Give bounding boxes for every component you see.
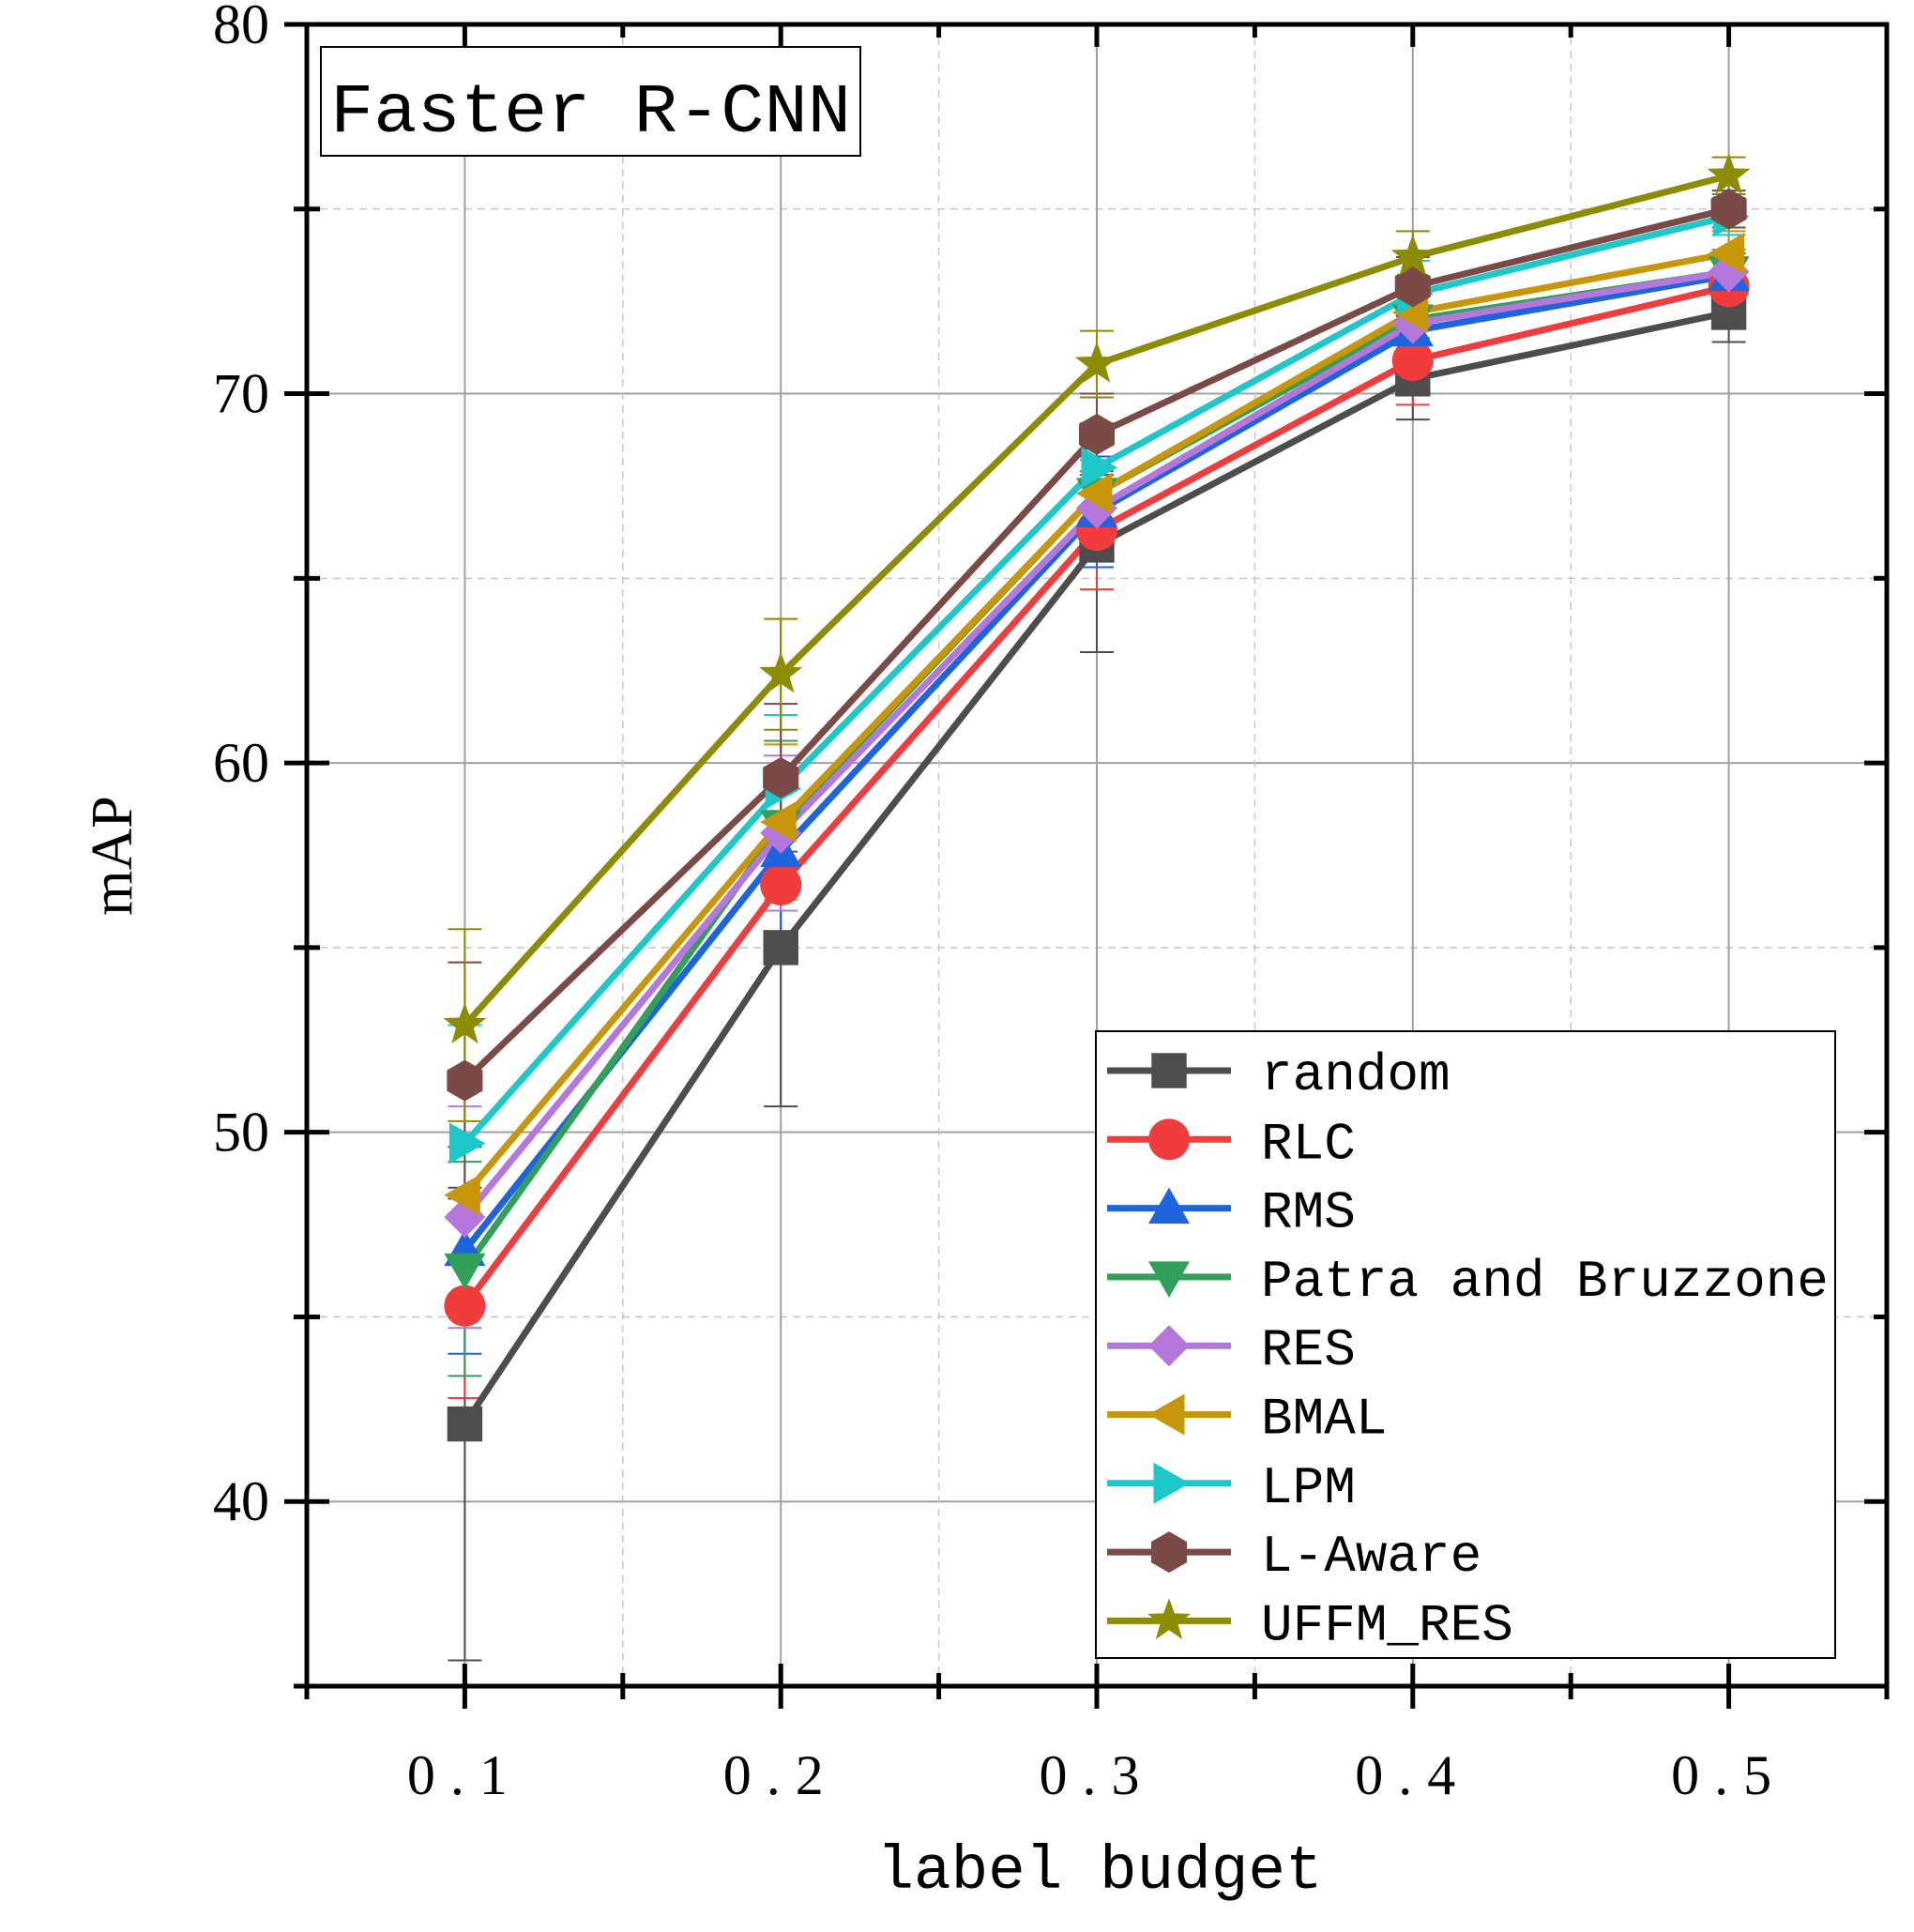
legend-marker xyxy=(1151,1053,1187,1088)
legend-marker xyxy=(1148,1118,1190,1161)
marker-l-aware xyxy=(1078,413,1116,455)
legend-label: L-Aware xyxy=(1261,1527,1481,1587)
legend-label: LPM xyxy=(1261,1458,1356,1518)
y-tick-label: 60 xyxy=(213,732,269,794)
y-axis-label: mAP xyxy=(81,796,144,915)
x-tick-label: 0.2 xyxy=(723,1744,839,1806)
legend-marker xyxy=(1148,1393,1185,1436)
legend-label: random xyxy=(1261,1045,1451,1105)
marker-lpm xyxy=(1081,447,1117,489)
marker-random xyxy=(447,1406,483,1442)
marker-bmal xyxy=(1076,472,1113,514)
legend: random RLC RMS Patra and Bruzzone RES BMAL LPM… xyxy=(1095,1030,1836,1659)
legend-entry-rms: RMS xyxy=(1107,1183,1356,1243)
x-tick-label: 0.3 xyxy=(1040,1744,1155,1806)
marker-uffm-res xyxy=(1074,341,1119,383)
marker-bmal xyxy=(1708,233,1745,275)
legend-entry-random: random xyxy=(1107,1045,1451,1105)
y-tick-labels: 40 50 60 70 80 xyxy=(213,0,269,1532)
marker-lpm xyxy=(448,1122,486,1164)
marker-bmal xyxy=(760,801,797,844)
series-markers xyxy=(443,153,1751,1442)
marker-rlc xyxy=(1391,340,1434,382)
marker-uffm-res xyxy=(1390,234,1435,276)
legend-entry-bmal: BMAL xyxy=(1107,1390,1387,1450)
y-tick-label: 50 xyxy=(213,1102,269,1164)
legend-marker xyxy=(1150,1531,1188,1574)
legend-marker xyxy=(1147,1598,1192,1639)
marker-res xyxy=(444,1196,486,1239)
marker-l-aware xyxy=(1394,266,1431,308)
x-axis-label: label budget xyxy=(876,1836,1322,1907)
legend-entry-lpm: LPM xyxy=(1107,1458,1356,1518)
marker-uffm-res xyxy=(759,651,803,693)
marker-random xyxy=(763,930,798,966)
chart-title: Faster R-CNN xyxy=(330,74,851,153)
x-tick-label: 0.1 xyxy=(407,1744,523,1806)
marker-l-aware xyxy=(1710,188,1747,230)
legend-label: UFFM_RES xyxy=(1261,1595,1513,1655)
x-tick-label: 0.5 xyxy=(1671,1744,1786,1806)
legend-marker xyxy=(1148,1187,1190,1225)
marker-l-aware xyxy=(447,1059,483,1102)
marker-rlc xyxy=(444,1285,486,1327)
x-tick-label: 0.4 xyxy=(1355,1744,1470,1806)
legend-label: Patra and Bruzzone xyxy=(1261,1252,1829,1312)
legend-entry-uffm-res: UFFM_RES xyxy=(1107,1595,1513,1655)
marker-rlc xyxy=(760,863,802,905)
y-tick-label: 40 xyxy=(213,1470,269,1532)
legend-label: RMS xyxy=(1261,1183,1356,1243)
axis-ticks xyxy=(284,22,1890,1709)
legend-entry-rlc: RLC xyxy=(1107,1114,1356,1174)
marker-l-aware xyxy=(763,756,799,799)
marker-patra-and-bruzzone xyxy=(444,1253,486,1290)
y-tick-label: 70 xyxy=(213,363,269,425)
legend-marker xyxy=(1153,1462,1190,1504)
legend-entry-patra-and-bruzzone: Patra and Bruzzone xyxy=(1107,1252,1829,1312)
legend-label: RES xyxy=(1261,1320,1356,1380)
marker-uffm-res xyxy=(1707,153,1751,194)
legend-entry-l-aware: L-Aware xyxy=(1107,1527,1481,1587)
x-tick-labels: 0.1 0.2 0.3 0.4 0.5 xyxy=(407,1744,1786,1806)
legend-marker xyxy=(1148,1261,1190,1298)
marker-bmal xyxy=(444,1174,480,1216)
y-tick-label: 80 xyxy=(213,0,269,55)
marker-uffm-res xyxy=(443,1002,487,1044)
legend-entry-res: RES xyxy=(1107,1320,1356,1380)
legend-label: RLC xyxy=(1261,1114,1356,1174)
legend-label: BMAL xyxy=(1261,1390,1387,1450)
legend-marker xyxy=(1148,1325,1190,1367)
chart-title-box: Faster R-CNN xyxy=(320,46,861,157)
